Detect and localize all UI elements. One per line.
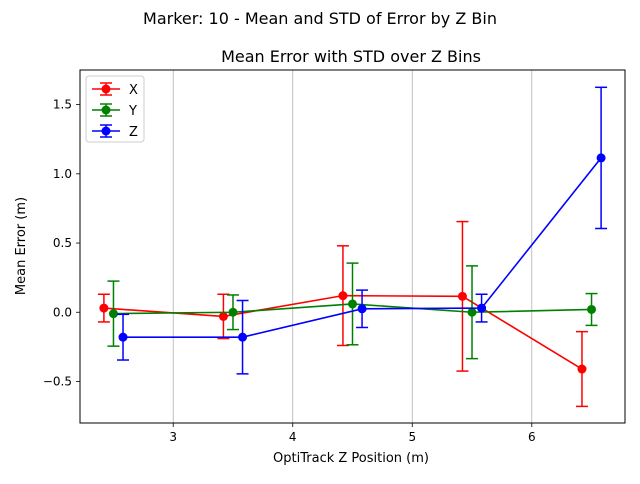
grid-layer bbox=[172, 70, 533, 423]
chart-title: Mean Error with STD over Z Bins bbox=[221, 47, 481, 66]
point-z-3 bbox=[477, 303, 487, 313]
x-tick-label-3: 6 bbox=[528, 430, 536, 444]
point-z-1 bbox=[238, 332, 248, 342]
point-z-0 bbox=[118, 332, 128, 342]
y-axis-label: Mean Error (m) bbox=[14, 197, 29, 295]
y-tick-label-3: 1.0 bbox=[53, 167, 72, 181]
y-tick-label-0: −0.5 bbox=[43, 374, 72, 388]
series-z bbox=[117, 86, 608, 375]
x-axis-label: OptiTrack Z Position (m) bbox=[273, 451, 429, 466]
legend-label-z: Z bbox=[129, 125, 138, 140]
legend-marker-z bbox=[101, 126, 111, 136]
series-layer bbox=[97, 86, 608, 408]
figure-suptitle: Marker: 10 - Mean and STD of Error by Z … bbox=[143, 9, 497, 28]
point-x-1 bbox=[218, 311, 228, 321]
point-y-3 bbox=[467, 307, 477, 317]
y-tick-label-4: 1.5 bbox=[53, 98, 72, 112]
y-tick-label-2: 0.5 bbox=[53, 236, 72, 250]
point-y-4 bbox=[587, 304, 597, 314]
point-y-0 bbox=[108, 309, 118, 319]
series-y bbox=[107, 262, 598, 360]
legend-marker-x bbox=[101, 84, 111, 94]
y-tick-label-1: 0.0 bbox=[53, 305, 72, 319]
tick-layer: 3 4 5 6 −0.5 0.0 0.5 1.0 1.5 bbox=[43, 98, 536, 444]
point-z-2 bbox=[357, 304, 367, 314]
legend-marker-y bbox=[101, 105, 111, 115]
legend-label-x: X bbox=[129, 83, 138, 98]
point-y-1 bbox=[228, 307, 238, 317]
point-x-2 bbox=[338, 291, 348, 301]
x-tick-label-0: 3 bbox=[169, 430, 177, 444]
series-x bbox=[97, 220, 588, 408]
legend: XYZ bbox=[85, 75, 145, 143]
x-tick-label-1: 4 bbox=[289, 430, 297, 444]
point-x-0 bbox=[99, 303, 109, 313]
plot-frame bbox=[79, 69, 626, 424]
point-x-3 bbox=[457, 291, 467, 301]
point-x-4 bbox=[577, 364, 587, 374]
legend-label-y: Y bbox=[128, 104, 137, 119]
point-z-4 bbox=[596, 153, 606, 163]
point-y-2 bbox=[348, 299, 357, 309]
x-tick-label-2: 5 bbox=[408, 430, 416, 444]
